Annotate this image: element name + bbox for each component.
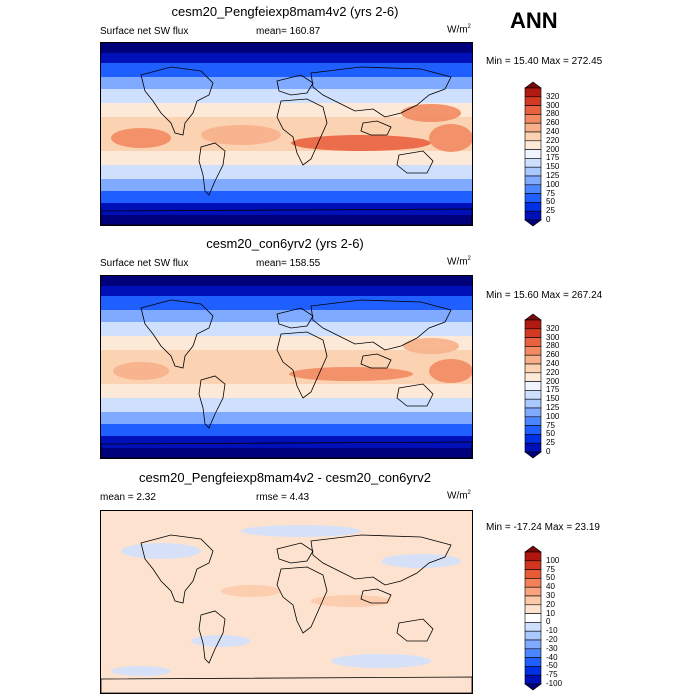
colorbar-tick-label: 240 xyxy=(546,127,560,136)
colorbar-tick-label: 320 xyxy=(546,323,560,333)
colorbar-tick-label: -20 xyxy=(546,635,558,644)
panel1-title: cesm20_Pengfeiexp8mam4v2 (yrs 2-6) xyxy=(171,4,399,19)
colorbar-tick-label: -100 xyxy=(546,679,563,688)
panel3-mean: mean = 2.32 xyxy=(100,492,156,503)
colorbar-tick-label: 300 xyxy=(546,332,560,342)
colorbar-tick-label: 280 xyxy=(546,341,560,351)
panel2-colorbar xyxy=(524,313,542,459)
panel1-minmax: Min = 15.40 Max = 272.45 xyxy=(486,56,603,67)
panel1-map xyxy=(100,42,473,226)
colorbar-tick-label: 125 xyxy=(546,403,560,412)
colorbar-tick-label: 10 xyxy=(546,608,555,618)
colorbar-tick-label: 75 xyxy=(546,420,555,430)
panel2-minmax: Min = 15.60 Max = 267.24 xyxy=(486,290,603,301)
colorbar-tick-label: 220 xyxy=(546,135,560,145)
colorbar-tick-label: 150 xyxy=(546,162,560,172)
colorbar-tick-label: 0 xyxy=(546,447,551,456)
colorbar-tick-label: 0 xyxy=(546,617,551,627)
colorbar-tick-label: 50 xyxy=(546,573,555,583)
colorbar-tick-label: -75 xyxy=(546,670,558,680)
colorbar-tick-label: 100 xyxy=(546,411,560,421)
panel2-mean: mean= 158.55 xyxy=(256,258,321,269)
colorbar-tick-label: 200 xyxy=(546,376,560,386)
colorbar-tick-label: 30 xyxy=(546,591,555,600)
panel2-units: W/m2 xyxy=(447,256,471,268)
colorbar-tick-label: 220 xyxy=(546,367,560,377)
colorbar-tick-label: 0 xyxy=(546,215,551,224)
colorbar-tick-label: 300 xyxy=(546,100,560,110)
panel2-map xyxy=(100,275,473,459)
colorbar-tick-label: 75 xyxy=(546,564,555,574)
colorbar-tick-label: 100 xyxy=(546,179,560,189)
colorbar-tick-label: 280 xyxy=(546,109,560,119)
colorbar-tick-label: 320 xyxy=(546,91,560,101)
panel3-minmax: Min = -17.24 Max = 23.19 xyxy=(486,522,600,533)
colorbar-tick-label: -10 xyxy=(546,626,558,636)
panel1-colorbar xyxy=(524,81,542,227)
colorbar-tick-label: 200 xyxy=(546,144,560,154)
panel2-title: cesm20_con6yrv2 (yrs 2-6) xyxy=(206,236,364,251)
colorbar-tick-label: 25 xyxy=(546,438,555,448)
panel3-rmse: rmse = 4.43 xyxy=(256,492,310,503)
colorbar-tick-label: 25 xyxy=(546,206,555,216)
colorbar-tick-label: 40 xyxy=(546,582,555,592)
season-label: ANN xyxy=(510,8,558,33)
colorbar-tick-label: -40 xyxy=(546,652,558,662)
colorbar-tick-label: 260 xyxy=(546,350,560,360)
colorbar-tick-label: -30 xyxy=(546,643,558,653)
colorbar-tick-label: 50 xyxy=(546,429,555,439)
colorbar-tick-label: 175 xyxy=(546,153,560,163)
panel3-units: W/m2 xyxy=(447,490,471,502)
colorbar-tick-label: -50 xyxy=(546,661,558,671)
panel3-title: cesm20_Pengfeiexp8mam4v2 - cesm20_con6yr… xyxy=(139,470,431,485)
panel1-mean: mean= 160.87 xyxy=(256,26,321,37)
colorbar-tick-label: 240 xyxy=(546,359,560,368)
colorbar-tick-label: 100 xyxy=(546,555,560,565)
colorbar-tick-label: 20 xyxy=(546,599,555,609)
panel1-variable: Surface net SW flux xyxy=(100,26,189,37)
colorbar-tick-label: 175 xyxy=(546,385,560,395)
panel3-map xyxy=(100,510,473,694)
colorbar-tick-label: 125 xyxy=(546,171,560,180)
panel1-units: W/m2 xyxy=(447,24,471,36)
colorbar-tick-label: 50 xyxy=(546,197,555,207)
colorbar-tick-label: 260 xyxy=(546,118,560,128)
colorbar-tick-label: 75 xyxy=(546,188,555,198)
panel3-colorbar xyxy=(524,545,542,691)
colorbar-tick-label: 150 xyxy=(546,394,560,404)
panel2-variable: Surface net SW flux xyxy=(100,258,189,269)
